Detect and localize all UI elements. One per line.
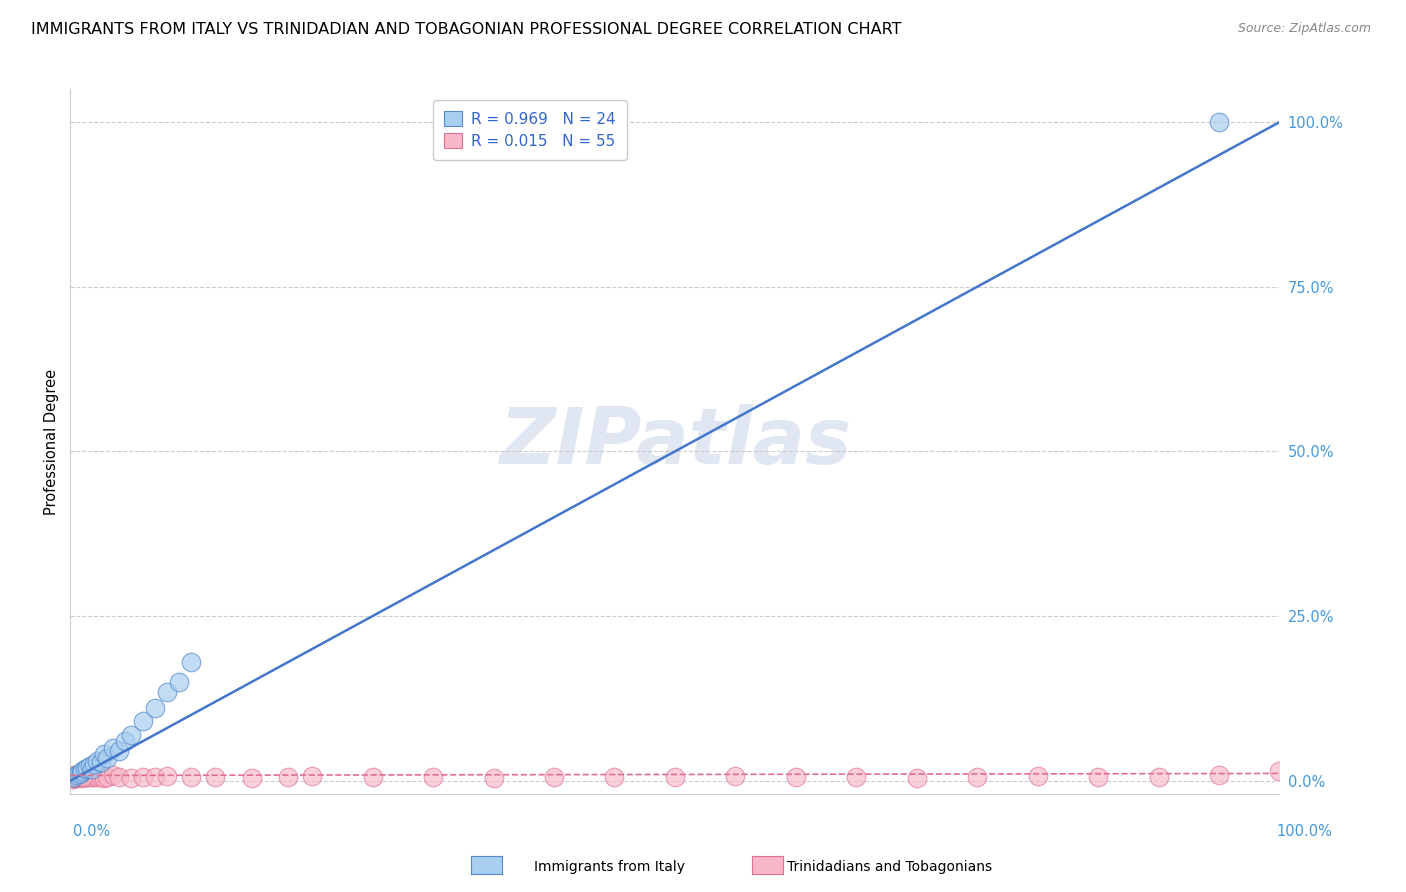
Point: [845, 770, 868, 784]
Point: [482, 771, 505, 785]
Point: [1268, 764, 1291, 778]
Point: [1026, 769, 1049, 783]
Point: [75, 770, 97, 784]
Point: [72, 771, 94, 785]
Point: [73, 768, 96, 782]
Point: [60, 771, 83, 785]
Point: [90, 756, 111, 770]
Point: [69, 770, 91, 784]
Point: [77, 768, 100, 782]
Point: [114, 734, 136, 748]
Point: [70, 771, 93, 785]
Point: [1147, 770, 1170, 784]
Point: [603, 770, 626, 784]
Point: [101, 740, 124, 755]
Point: [80, 770, 103, 784]
Point: [90, 770, 111, 784]
Point: [143, 701, 166, 715]
Point: [67, 767, 90, 781]
Point: [65, 768, 87, 782]
Point: [785, 771, 807, 785]
Point: [76, 760, 98, 774]
Point: [60, 771, 83, 785]
Point: [1208, 115, 1230, 129]
Point: [79, 769, 101, 783]
Point: [93, 747, 115, 762]
Text: Trinidadians and Tobagonians: Trinidadians and Tobagonians: [787, 860, 993, 874]
Point: [63, 770, 86, 784]
Point: [664, 771, 686, 785]
Point: [724, 769, 747, 783]
Point: [93, 771, 115, 785]
Point: [301, 769, 323, 783]
Point: [63, 768, 86, 782]
Point: [63, 771, 86, 785]
Point: [240, 771, 263, 785]
Point: [72, 771, 94, 785]
Point: [966, 771, 988, 785]
Text: ZIPatlas: ZIPatlas: [499, 403, 851, 480]
Point: [80, 762, 103, 776]
Point: [107, 771, 129, 785]
Point: [204, 770, 226, 784]
Text: Source: ZipAtlas.com: Source: ZipAtlas.com: [1237, 22, 1371, 36]
Point: [1087, 771, 1109, 785]
Point: [67, 768, 90, 782]
Point: [132, 770, 155, 784]
Point: [132, 714, 155, 729]
Point: [79, 759, 101, 773]
Point: [120, 728, 142, 742]
Point: [543, 771, 565, 785]
Point: [76, 771, 98, 785]
Point: [86, 754, 108, 768]
Point: [62, 772, 84, 786]
Point: [83, 768, 105, 782]
Point: [72, 764, 94, 778]
Point: [70, 765, 93, 780]
Point: [361, 771, 384, 785]
Point: [905, 771, 928, 785]
Text: 100.0%: 100.0%: [1277, 824, 1333, 838]
Text: IMMIGRANTS FROM ITALY VS TRINIDADIAN AND TOBAGONIAN PROFESSIONAL DEGREE CORRELAT: IMMIGRANTS FROM ITALY VS TRINIDADIAN AND…: [31, 22, 901, 37]
Point: [65, 770, 87, 784]
Point: [1208, 768, 1230, 782]
Point: [156, 685, 179, 699]
Point: [180, 771, 202, 785]
Point: [277, 771, 299, 785]
Y-axis label: Professional Degree: Professional Degree: [44, 368, 59, 515]
Legend: R = 0.969   N = 24, R = 0.015   N = 55: R = 0.969 N = 24, R = 0.015 N = 55: [433, 101, 627, 160]
Point: [180, 655, 202, 669]
Point: [86, 771, 108, 785]
Point: [96, 771, 118, 785]
Point: [67, 769, 90, 783]
Point: [66, 771, 89, 785]
Point: [156, 769, 179, 783]
Point: [422, 770, 444, 784]
Point: [73, 762, 96, 776]
Point: [101, 768, 124, 782]
Point: [143, 771, 166, 785]
Point: [96, 750, 118, 764]
Point: [167, 674, 190, 689]
Text: 0.0%: 0.0%: [73, 824, 110, 838]
Point: [63, 771, 86, 785]
Point: [66, 771, 89, 785]
Point: [80, 771, 103, 785]
Point: [120, 771, 142, 785]
Point: [72, 769, 94, 783]
Point: [107, 744, 129, 758]
Point: [83, 757, 105, 772]
Text: Immigrants from Italy: Immigrants from Italy: [534, 860, 685, 874]
